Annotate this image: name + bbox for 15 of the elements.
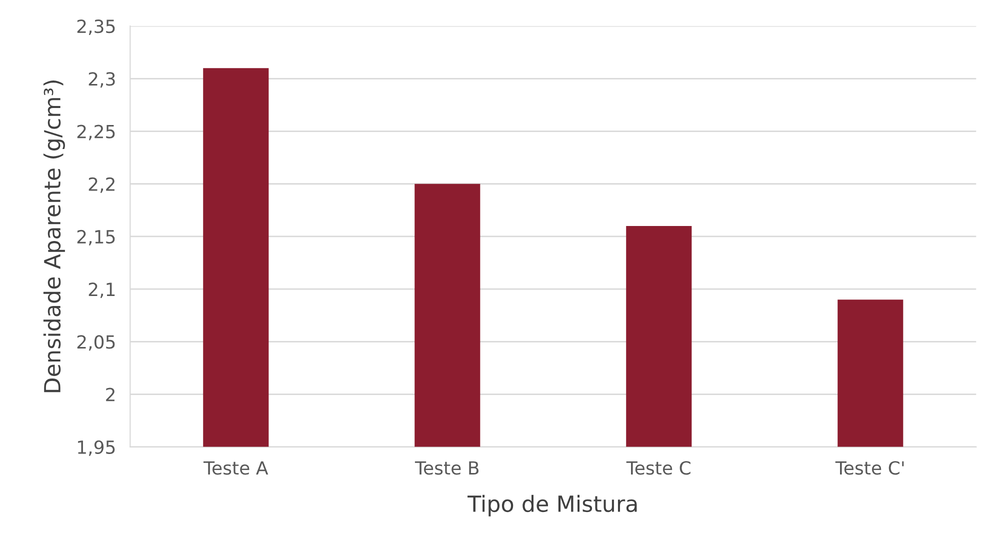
x-tick-label: Teste A [203, 461, 268, 475]
x-axis-title: Tipo de Mistura [468, 494, 637, 516]
y-tick-label: 1,95 [78, 440, 115, 456]
y-tick-label: 2,3 [88, 72, 115, 88]
y-tick-label: 2,2 [88, 177, 114, 193]
y-tick-label: 2,15 [77, 230, 115, 246]
y-tick-label: 2,35 [77, 20, 115, 36]
x-tick-label: Teste C [626, 461, 690, 475]
y-tick-label: 2,05 [77, 335, 115, 351]
x-tick-label: Teste B [414, 461, 479, 475]
y-tick-label: 2,25 [77, 124, 115, 140]
x-tick-label: Teste C' [835, 461, 904, 475]
y-tick-label: 2 [106, 388, 114, 402]
y-tick-label: 2,1 [88, 282, 115, 298]
y-axis-title: Densidade Aparente (g/cm³) [43, 80, 65, 392]
